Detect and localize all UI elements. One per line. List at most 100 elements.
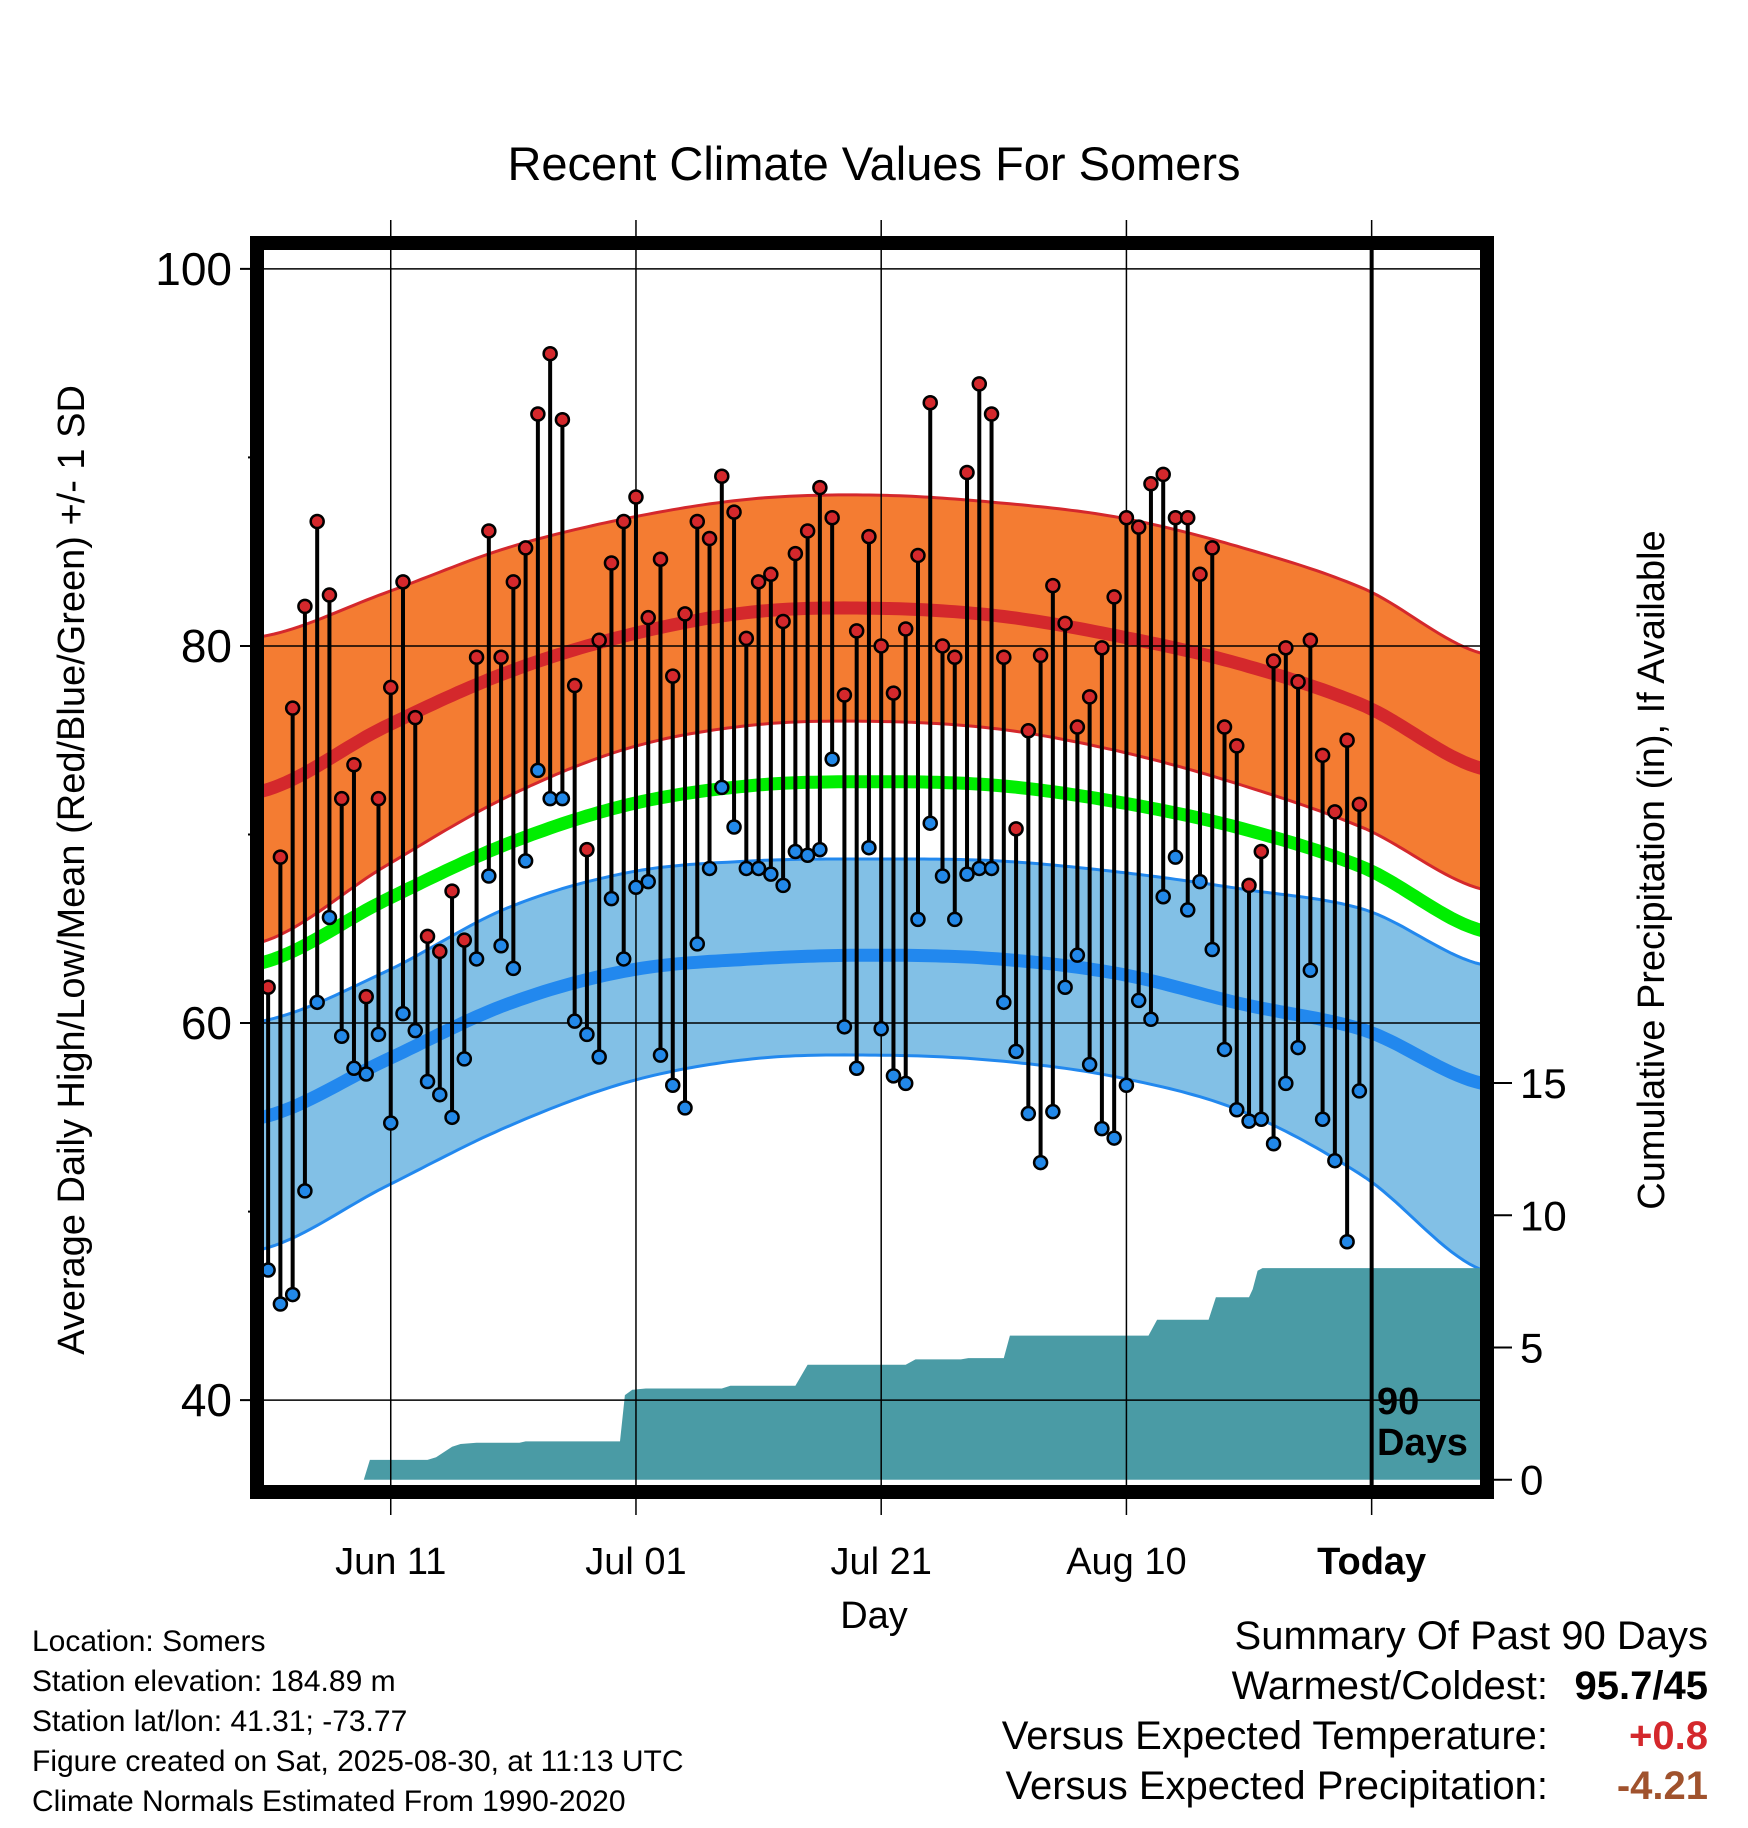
daily-low-point (1253, 1111, 1270, 1127)
daily-low-point (419, 1073, 436, 1090)
daily-low-point (615, 951, 632, 967)
daily-low-point (1314, 1111, 1331, 1127)
daily-low-point (481, 868, 497, 884)
daily-high-point (1229, 738, 1245, 754)
daily-low-point (922, 815, 938, 831)
daily-low-point (603, 890, 620, 907)
daily-low-point (763, 866, 779, 882)
daily-high-point (603, 555, 620, 571)
daily-low-point (1351, 1083, 1368, 1099)
daily-low-point (493, 937, 509, 954)
daily-low-point (382, 1115, 399, 1131)
daily-low-point (284, 1286, 301, 1303)
daily-high-point (407, 709, 424, 726)
daily-low-point (1278, 1075, 1294, 1092)
station-info: Location: Somers Station elevation: 184.… (32, 1622, 684, 1822)
normals-period: Climate Normals Estimated From 1990-2020 (32, 1785, 626, 1818)
daily-high-point (1290, 674, 1306, 690)
daily-high-point (370, 790, 387, 807)
daily-high-point (640, 609, 656, 626)
daily-high-point (272, 849, 289, 865)
daily-high-point (1179, 509, 1196, 526)
daily-low-point (640, 873, 656, 890)
daily-low-point (1020, 1105, 1037, 1122)
daily-high-point (1327, 804, 1343, 820)
daily-low-point (1229, 1102, 1245, 1118)
daily-high-point (861, 528, 877, 545)
daily-low-point (628, 879, 644, 896)
daily-low-point (1265, 1135, 1282, 1152)
daily-high-point (1057, 615, 1073, 632)
daily-low-point (652, 1047, 669, 1063)
daily-high-point (677, 606, 693, 622)
daily-low-point (787, 843, 804, 860)
low-sd-band (262, 857, 1482, 1272)
daily-low-point (1155, 888, 1171, 905)
daily-high-point (1106, 589, 1122, 605)
daily-high-point (382, 679, 399, 696)
y2-tick-label: 0 (1520, 1457, 1543, 1504)
daily-high-point (505, 574, 522, 590)
daily-high-point (591, 632, 607, 649)
daily-low-point (1167, 849, 1184, 865)
daily-high-point (799, 523, 816, 539)
y-tick-label: 60 (181, 997, 232, 1049)
chart-title: Recent Climate Values For Somers (507, 137, 1240, 190)
daily-low-point (665, 1077, 681, 1094)
daily-low-point (1094, 1120, 1110, 1137)
daily-high-point (1216, 719, 1233, 735)
daily-high-point (726, 504, 742, 520)
daily-high-point (714, 468, 730, 485)
x-tick-label: Jul 21 (830, 1541, 931, 1583)
daily-low-point (775, 877, 791, 894)
daily-low-point (1118, 1077, 1135, 1094)
daily-high-point (1351, 796, 1368, 813)
daily-low-point (530, 762, 546, 779)
daily-low-point (996, 994, 1012, 1011)
daily-high-point (665, 668, 681, 684)
station-elevation: Station elevation: 184.89 m (32, 1665, 396, 1698)
daily-high-point (284, 700, 301, 716)
daily-high-point (481, 523, 497, 539)
daily-low-point (358, 1066, 374, 1082)
daily-high-point (1008, 821, 1024, 837)
daily-low-point (554, 790, 571, 807)
daily-high-point (947, 649, 963, 666)
daily-high-point (346, 756, 362, 773)
daily-high-point (848, 623, 865, 639)
plot-frame (250, 236, 1494, 1499)
daily-low-point (1045, 1103, 1061, 1120)
daily-high-point (652, 551, 669, 567)
daily-low-point (1290, 1039, 1306, 1056)
y2-tick-label: 5 (1520, 1324, 1543, 1371)
daily-high-point (1130, 519, 1147, 535)
daily-high-point (738, 630, 755, 647)
daily-low-point (959, 866, 975, 882)
daily-low-point (947, 911, 963, 928)
daily-low-point (1032, 1154, 1049, 1171)
warm-cold-value: 95.7/45 (1574, 1664, 1708, 1708)
summary-heading: Summary Of Past 90 Days (1234, 1614, 1708, 1658)
daily-high-point (309, 513, 325, 530)
daily-low-point (517, 853, 534, 869)
daily-low-point (1069, 947, 1086, 963)
daily-high-point (824, 509, 840, 526)
y2-tick-label: 15 (1520, 1060, 1567, 1107)
daily-low-point (432, 1086, 448, 1103)
daily-high-point (1265, 653, 1282, 669)
daily-high-point (419, 928, 436, 945)
daily-low-point (897, 1075, 914, 1092)
daily-low-point (1327, 1152, 1343, 1169)
daily-low-point (579, 1026, 595, 1043)
daily-low-point (1192, 873, 1208, 890)
daily-low-point (1241, 1113, 1257, 1129)
today-label-days-word: Days (1377, 1422, 1468, 1464)
x-axis-label: Day (840, 1595, 908, 1637)
daily-low-point (873, 1020, 889, 1037)
daily-low-point (1143, 1011, 1159, 1028)
y2-axis-label: Cumulative Precipitation (in), If Availa… (1631, 530, 1673, 1209)
daily-high-point (1020, 723, 1037, 739)
precipitation-layer (262, 1268, 1482, 1480)
daily-high-point (701, 530, 718, 547)
